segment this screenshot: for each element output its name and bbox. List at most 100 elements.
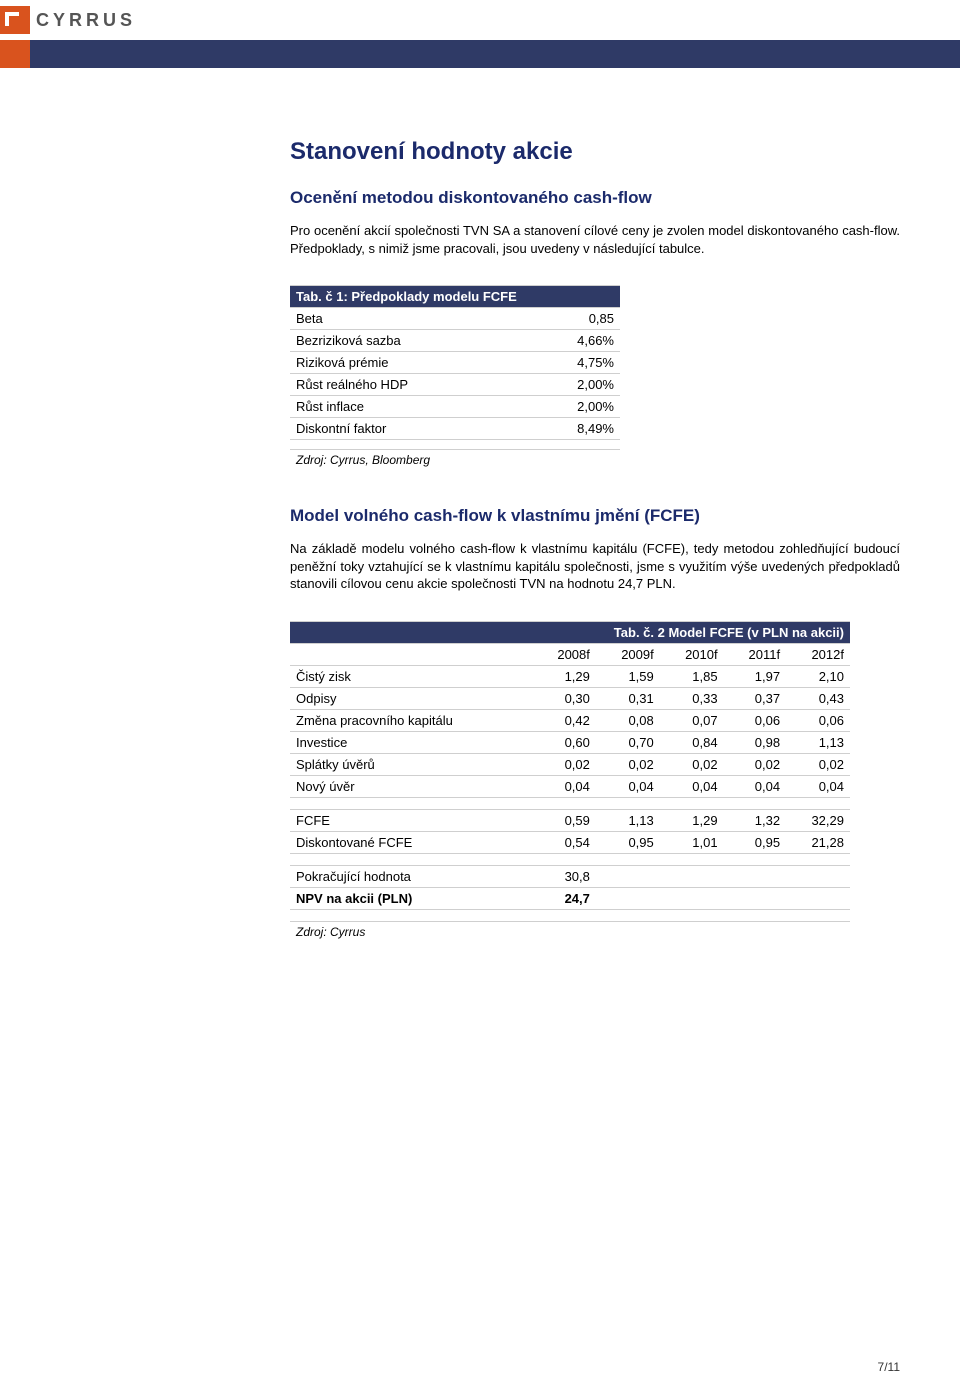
table1-source: Zdroj: Cyrrus, Bloomberg <box>290 450 620 471</box>
table2-header-row: 2008f 2009f 2010f 2011f 2012f <box>290 643 850 665</box>
table-fcfe-model: Tab. č. 2 Model FCFE (v PLN na akcii) 20… <box>290 621 850 942</box>
table-row: Změna pracovního kapitálu0,420,080,070,0… <box>290 709 850 731</box>
page-body: Stanovení hodnoty akcie Ocenění metodou … <box>0 68 960 942</box>
cell-value: 0,07 <box>660 709 724 731</box>
cell-value: 0,95 <box>596 831 660 853</box>
cell-value: 0,42 <box>532 709 596 731</box>
cell-value: 0,54 <box>532 831 596 853</box>
band-navy <box>30 40 960 68</box>
cell-label: Růst inflace <box>290 396 527 418</box>
cell-value: 0,06 <box>786 709 850 731</box>
cell-label: Bezriziková sazba <box>290 330 527 352</box>
table-row: Investice0,600,700,840,981,13 <box>290 731 850 753</box>
cell-value: 30,8 <box>532 865 596 887</box>
cell-label: Změna pracovního kapitálu <box>290 709 532 731</box>
table-row: Růst inflace2,00% <box>290 396 620 418</box>
table-row: Splátky úvěrů0,020,020,020,020,02 <box>290 753 850 775</box>
table-row-npv: NPV na akcii (PLN)24,7 <box>290 887 850 909</box>
cell-value: 0,04 <box>660 775 724 797</box>
cell-label: Beta <box>290 308 527 330</box>
col-head: 2009f <box>596 643 660 665</box>
cell-label: Růst reálného HDP <box>290 374 527 396</box>
cell-value: 0,04 <box>724 775 786 797</box>
cell-value: 1,29 <box>660 809 724 831</box>
col-head: 2010f <box>660 643 724 665</box>
table1-title: Tab. č 1: Předpoklady modelu FCFE <box>290 286 620 308</box>
cell-value: 2,00% <box>527 374 620 396</box>
section-subtitle-1: Ocenění metodou diskontovaného cash-flow <box>290 188 900 208</box>
cell-value: 0,06 <box>724 709 786 731</box>
cell-label: FCFE <box>290 809 532 831</box>
page-title: Stanovení hodnoty akcie <box>290 138 900 166</box>
table-row: Odpisy0,300,310,330,370,43 <box>290 687 850 709</box>
col-head: 2011f <box>724 643 786 665</box>
table-row: Diskontní faktor8,49% <box>290 418 620 440</box>
col-head: 2008f <box>532 643 596 665</box>
paragraph-1: Pro ocenění akcií společnosti TVN SA a s… <box>290 222 900 257</box>
cell-value: 0,08 <box>596 709 660 731</box>
cell-value: 0,33 <box>660 687 724 709</box>
cell-label: Splátky úvěrů <box>290 753 532 775</box>
page-number: 7/11 <box>878 1360 900 1374</box>
cell-value: 0,04 <box>596 775 660 797</box>
cell-value: 0,02 <box>786 753 850 775</box>
cell-value: 2,10 <box>786 665 850 687</box>
page-header: CYRRUS <box>0 0 960 40</box>
cell-value: 2,00% <box>527 396 620 418</box>
col-blank <box>290 643 532 665</box>
table2-source: Zdroj: Cyrrus <box>290 921 850 942</box>
cell-value: 0,02 <box>596 753 660 775</box>
cell-value: 0,98 <box>724 731 786 753</box>
cell-label: Riziková prémie <box>290 352 527 374</box>
cell-label: Nový úvěr <box>290 775 532 797</box>
table-row: Růst reálného HDP2,00% <box>290 374 620 396</box>
cell-value: 1,97 <box>724 665 786 687</box>
cell-value: 0,59 <box>532 809 596 831</box>
cell-value: 32,29 <box>786 809 850 831</box>
band-orange <box>0 40 30 68</box>
cell-label: Investice <box>290 731 532 753</box>
cell-value: 8,49% <box>527 418 620 440</box>
cell-value: 0,43 <box>786 687 850 709</box>
cell-value: 0,60 <box>532 731 596 753</box>
paragraph-2: Na základě modelu volného cash-flow k vl… <box>290 540 900 593</box>
section-subtitle-2: Model volného cash-flow k vlastnímu jměn… <box>290 506 900 526</box>
cell-value: 21,28 <box>786 831 850 853</box>
cell-value: 0,37 <box>724 687 786 709</box>
table-row: Beta0,85 <box>290 308 620 330</box>
cell-value: 0,70 <box>596 731 660 753</box>
cell-label: Diskontní faktor <box>290 418 527 440</box>
cell-value: 24,7 <box>532 887 596 909</box>
logo-mark-icon <box>0 6 30 34</box>
cell-value: 4,66% <box>527 330 620 352</box>
cell-value: 0,95 <box>724 831 786 853</box>
cell-label: NPV na akcii (PLN) <box>290 887 532 909</box>
table-row: FCFE0,591,131,291,3232,29 <box>290 809 850 831</box>
cell-value: 1,01 <box>660 831 724 853</box>
col-head: 2012f <box>786 643 850 665</box>
cell-value: 0,02 <box>660 753 724 775</box>
table-row: Diskontované FCFE0,540,951,010,9521,28 <box>290 831 850 853</box>
cell-value: 1,85 <box>660 665 724 687</box>
cell-label: Odpisy <box>290 687 532 709</box>
brand-name: CYRRUS <box>36 10 136 31</box>
cell-value: 0,02 <box>532 753 596 775</box>
table2-title: Tab. č. 2 Model FCFE (v PLN na akcii) <box>290 621 850 643</box>
cell-value: 0,85 <box>527 308 620 330</box>
cell-value: 1,32 <box>724 809 786 831</box>
cell-value: 0,31 <box>596 687 660 709</box>
cell-value: 0,02 <box>724 753 786 775</box>
table-row: Nový úvěr0,040,040,040,040,04 <box>290 775 850 797</box>
cell-label: Čistý zisk <box>290 665 532 687</box>
table-row: Riziková prémie4,75% <box>290 352 620 374</box>
cell-label: Diskontované FCFE <box>290 831 532 853</box>
table-row: Pokračující hodnota30,8 <box>290 865 850 887</box>
cell-value: 1,13 <box>596 809 660 831</box>
cell-value: 0,04 <box>786 775 850 797</box>
cell-value: 0,04 <box>532 775 596 797</box>
cell-label: Pokračující hodnota <box>290 865 532 887</box>
header-band <box>0 40 960 68</box>
cell-value: 0,30 <box>532 687 596 709</box>
cell-value: 4,75% <box>527 352 620 374</box>
cell-value: 1,13 <box>786 731 850 753</box>
